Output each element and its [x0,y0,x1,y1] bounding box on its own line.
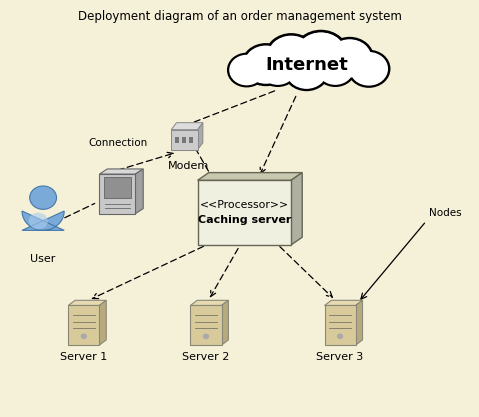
Text: Modem: Modem [168,161,209,171]
Circle shape [245,46,287,83]
Polygon shape [171,130,197,150]
Text: Server 2: Server 2 [182,352,229,362]
Polygon shape [197,173,302,180]
Text: <<Processor>>: <<Processor>> [200,200,289,210]
Circle shape [329,40,371,77]
Polygon shape [171,123,203,130]
Circle shape [30,186,57,209]
Polygon shape [291,173,302,245]
Text: Server 3: Server 3 [317,352,364,362]
Circle shape [230,55,263,85]
Polygon shape [99,300,106,345]
Circle shape [268,36,314,76]
Polygon shape [324,300,363,305]
Polygon shape [182,137,186,143]
Polygon shape [189,137,193,143]
Polygon shape [22,211,64,230]
Circle shape [338,334,342,339]
Circle shape [81,334,86,339]
Circle shape [228,54,265,86]
Text: Server 1: Server 1 [60,352,107,362]
Polygon shape [103,177,131,198]
Circle shape [318,53,353,84]
Polygon shape [175,137,179,143]
Circle shape [260,53,296,84]
Circle shape [350,53,388,85]
Polygon shape [197,123,203,150]
Polygon shape [135,169,143,214]
Polygon shape [68,305,99,345]
Circle shape [266,35,316,78]
Polygon shape [99,169,143,174]
Circle shape [285,52,328,90]
Text: Internet: Internet [265,55,348,74]
Polygon shape [324,305,355,345]
Circle shape [29,213,48,229]
Polygon shape [99,174,135,214]
Text: Caching server: Caching server [198,216,291,226]
Text: Connection: Connection [89,138,148,148]
Polygon shape [355,300,363,345]
Circle shape [316,52,354,85]
Polygon shape [197,180,291,245]
Circle shape [243,45,289,85]
Polygon shape [190,305,221,345]
Circle shape [327,38,373,78]
Circle shape [204,334,208,339]
Circle shape [295,31,347,77]
Polygon shape [68,300,106,305]
Circle shape [297,33,345,75]
Text: Nodes: Nodes [429,208,461,218]
Polygon shape [221,300,228,345]
Text: User: User [31,254,56,264]
Polygon shape [190,300,228,305]
Text: Deployment diagram of an order management system: Deployment diagram of an order managemen… [78,10,401,23]
Circle shape [287,54,326,88]
Circle shape [349,51,389,86]
Circle shape [259,52,297,85]
